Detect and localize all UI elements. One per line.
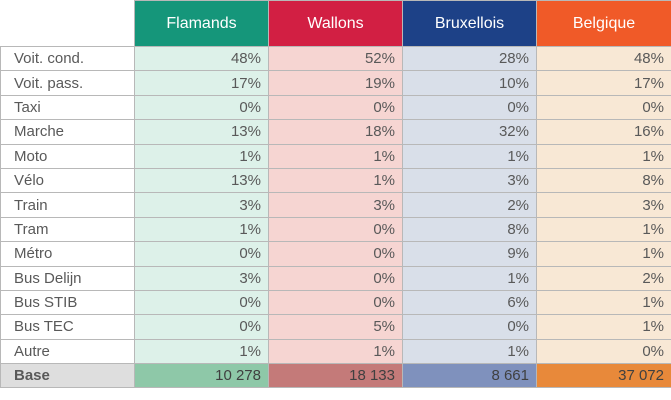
row-label: Bus Delijn bbox=[0, 265, 135, 291]
table-row: Taxi 0% 0% 0% 0% bbox=[0, 94, 671, 121]
table-row: Autre 1% 1% 1% 0% bbox=[0, 338, 671, 365]
cell-bruxellois: 2% bbox=[402, 192, 537, 218]
table-row: Tram 1% 0% 8% 1% bbox=[0, 216, 671, 243]
cell-bruxellois: 10% bbox=[402, 70, 537, 96]
cell-flamands: 48% bbox=[134, 45, 269, 72]
table-row: Vélo 13% 1% 3% 8% bbox=[0, 167, 671, 194]
base-cell-belgique: 37 072 bbox=[536, 363, 671, 389]
cell-belgique: 0% bbox=[536, 338, 671, 365]
cell-flamands: 0% bbox=[134, 241, 269, 267]
table-row: Train 3% 3% 2% 3% bbox=[0, 192, 671, 218]
column-header-belgique: Belgique bbox=[536, 0, 671, 47]
row-label: Taxi bbox=[0, 94, 135, 121]
cell-belgique: 1% bbox=[536, 143, 671, 169]
table-row: Métro 0% 0% 9% 1% bbox=[0, 241, 671, 267]
row-label: Autre bbox=[0, 338, 135, 365]
row-label: Tram bbox=[0, 216, 135, 243]
cell-bruxellois: 32% bbox=[402, 119, 537, 145]
base-cell-flamands: 10 278 bbox=[134, 363, 269, 389]
cell-bruxellois: 1% bbox=[402, 265, 537, 291]
cell-bruxellois: 6% bbox=[402, 289, 537, 316]
cell-wallons: 1% bbox=[268, 338, 403, 365]
row-label: Train bbox=[0, 192, 135, 218]
row-label: Bus STIB bbox=[0, 289, 135, 316]
row-label: Marche bbox=[0, 119, 135, 145]
cell-wallons: 1% bbox=[268, 143, 403, 169]
cell-flamands: 0% bbox=[134, 314, 269, 340]
cell-flamands: 17% bbox=[134, 70, 269, 96]
cell-belgique: 17% bbox=[536, 70, 671, 96]
cell-belgique: 3% bbox=[536, 192, 671, 218]
table-row: Voit. pass. 17% 19% 10% 17% bbox=[0, 70, 671, 96]
cell-belgique: 8% bbox=[536, 167, 671, 194]
table-row: Moto 1% 1% 1% 1% bbox=[0, 143, 671, 169]
cell-belgique: 1% bbox=[536, 216, 671, 243]
column-header-flamands: Flamands bbox=[134, 0, 269, 47]
row-label: Métro bbox=[0, 241, 135, 267]
cell-belgique: 0% bbox=[536, 94, 671, 121]
cell-bruxellois: 9% bbox=[402, 241, 537, 267]
cell-flamands: 0% bbox=[134, 94, 269, 121]
base-cell-bruxellois: 8 661 bbox=[402, 363, 537, 389]
cell-flamands: 1% bbox=[134, 143, 269, 169]
column-header-wallons: Wallons bbox=[268, 0, 403, 47]
cell-bruxellois: 28% bbox=[402, 45, 537, 72]
cell-wallons: 52% bbox=[268, 45, 403, 72]
cell-bruxellois: 0% bbox=[402, 94, 537, 121]
cell-flamands: 3% bbox=[134, 265, 269, 291]
cell-flamands: 13% bbox=[134, 119, 269, 145]
header-row: Flamands Wallons Bruxellois Belgique bbox=[0, 0, 671, 47]
cell-flamands: 1% bbox=[134, 338, 269, 365]
cell-belgique: 2% bbox=[536, 265, 671, 291]
cell-belgique: 1% bbox=[536, 241, 671, 267]
cell-bruxellois: 0% bbox=[402, 314, 537, 340]
cell-bruxellois: 1% bbox=[402, 338, 537, 365]
row-label: Vélo bbox=[0, 167, 135, 194]
cell-wallons: 0% bbox=[268, 216, 403, 243]
cell-wallons: 5% bbox=[268, 314, 403, 340]
cell-flamands: 1% bbox=[134, 216, 269, 243]
cell-flamands: 13% bbox=[134, 167, 269, 194]
cell-wallons: 0% bbox=[268, 241, 403, 267]
table-row: Bus TEC 0% 5% 0% 1% bbox=[0, 314, 671, 340]
cell-wallons: 3% bbox=[268, 192, 403, 218]
cell-wallons: 19% bbox=[268, 70, 403, 96]
row-label: Voit. pass. bbox=[0, 70, 135, 96]
base-cell-wallons: 18 133 bbox=[268, 363, 403, 389]
cell-belgique: 16% bbox=[536, 119, 671, 145]
cell-bruxellois: 3% bbox=[402, 167, 537, 194]
table-row: Marche 13% 18% 32% 16% bbox=[0, 119, 671, 145]
cell-belgique: 1% bbox=[536, 289, 671, 316]
cell-flamands: 0% bbox=[134, 289, 269, 316]
cell-bruxellois: 8% bbox=[402, 216, 537, 243]
cell-flamands: 3% bbox=[134, 192, 269, 218]
cell-belgique: 48% bbox=[536, 45, 671, 72]
cell-wallons: 18% bbox=[268, 119, 403, 145]
header-corner bbox=[0, 0, 135, 47]
row-label: Voit. cond. bbox=[0, 45, 135, 72]
table-row: Bus STIB 0% 0% 6% 1% bbox=[0, 289, 671, 316]
base-label: Base bbox=[0, 363, 135, 389]
cell-wallons: 0% bbox=[268, 265, 403, 291]
table-row: Bus Delijn 3% 0% 1% 2% bbox=[0, 265, 671, 291]
cell-bruxellois: 1% bbox=[402, 143, 537, 169]
cell-wallons: 1% bbox=[268, 167, 403, 194]
transport-mode-table: Flamands Wallons Bruxellois Belgique Voi… bbox=[0, 0, 671, 389]
column-header-bruxellois: Bruxellois bbox=[402, 0, 537, 47]
table-row: Voit. cond. 48% 52% 28% 48% bbox=[0, 45, 671, 72]
cell-wallons: 0% bbox=[268, 289, 403, 316]
row-label: Bus TEC bbox=[0, 314, 135, 340]
row-label: Moto bbox=[0, 143, 135, 169]
base-row: Base 10 278 18 133 8 661 37 072 bbox=[0, 363, 671, 389]
cell-belgique: 1% bbox=[536, 314, 671, 340]
cell-wallons: 0% bbox=[268, 94, 403, 121]
